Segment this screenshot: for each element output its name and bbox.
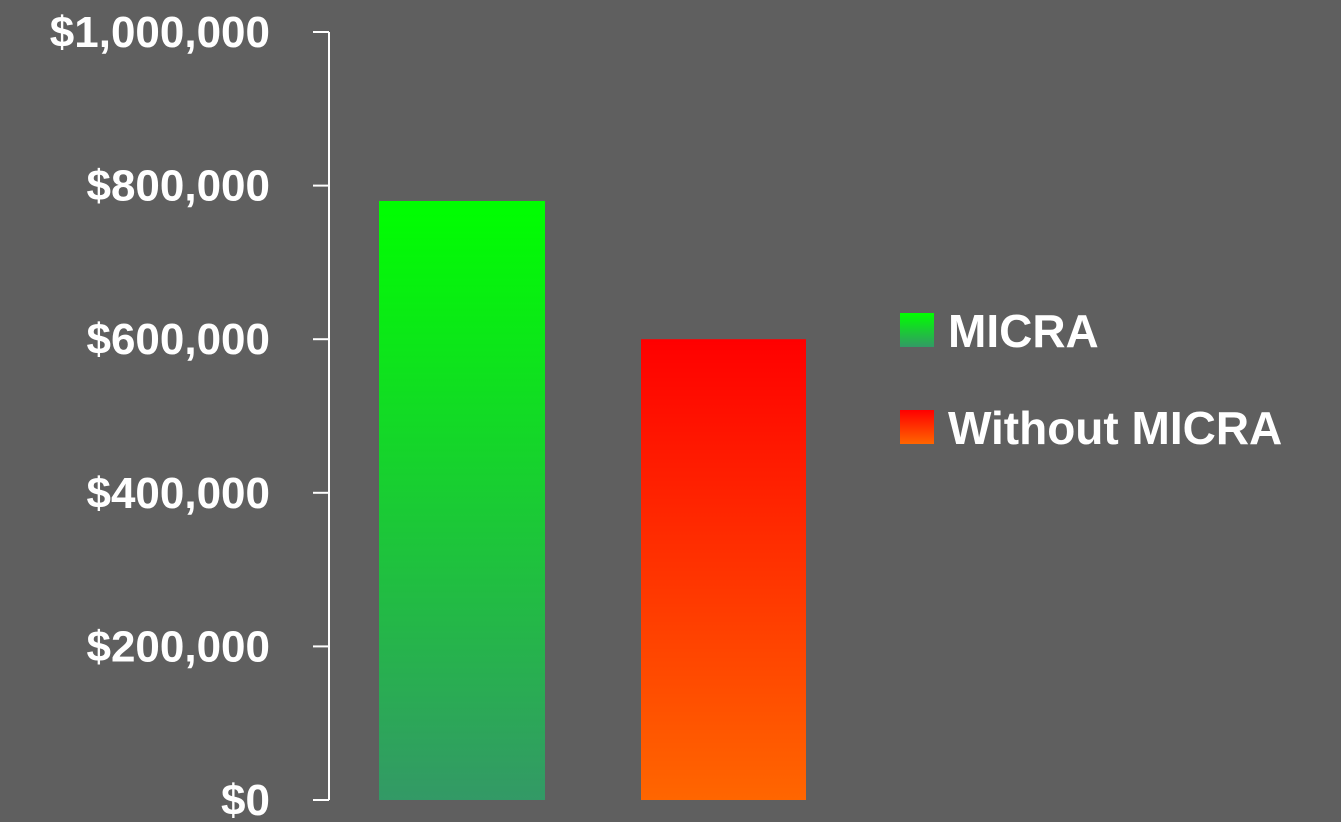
y-tick-label: $800,000	[86, 162, 270, 211]
legend-label: Without MICRA	[948, 402, 1282, 454]
bar-micra	[379, 200, 545, 800]
bars	[379, 200, 806, 800]
y-tick-label: $200,000	[86, 622, 270, 671]
y-tick-label: $0	[221, 776, 270, 822]
y-axis: $0 $200,000 $400,000 $600,000 $800,000 $1,000…	[50, 8, 330, 822]
legend-swatch	[900, 410, 934, 444]
legend: MICRA Without MICRA	[900, 305, 1282, 454]
y-tick-label: $1,000,000	[50, 8, 270, 57]
y-tick-label: $400,000	[86, 469, 270, 518]
y-tick-label: $600,000	[86, 315, 270, 364]
legend-swatch	[900, 313, 934, 347]
bar-without-micra	[641, 339, 806, 800]
legend-label: MICRA	[948, 305, 1099, 357]
